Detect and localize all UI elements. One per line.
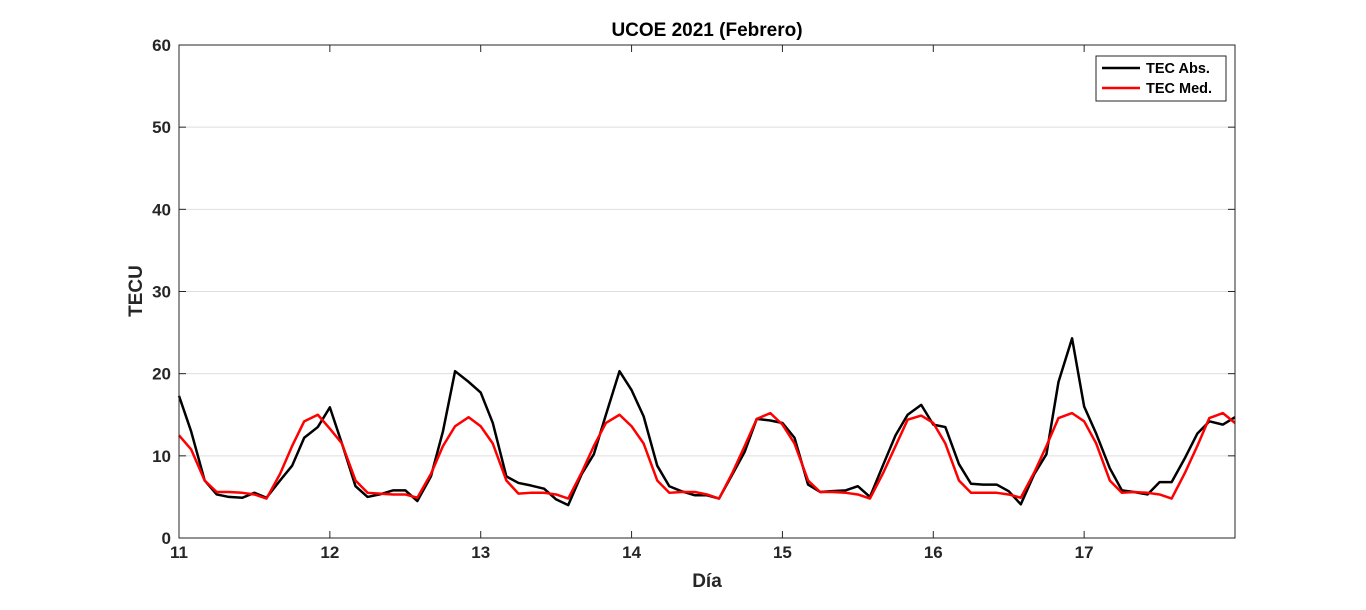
y-tick-label: 30 (152, 283, 171, 302)
x-tick-label: 12 (320, 543, 339, 562)
x-tick-label: 15 (773, 543, 792, 562)
grid-lines (179, 126, 1235, 457)
chart-title: UCOE 2021 (Febrero) (611, 20, 802, 41)
y-tick-label: 40 (152, 200, 171, 219)
y-tick-label: 50 (152, 118, 171, 137)
y-tick-label: 60 (152, 36, 171, 55)
legend-label-tec-med: TEC Med. (1146, 81, 1212, 97)
y-tick-label: 20 (152, 365, 171, 384)
y-tick-label: 10 (152, 447, 171, 466)
x-tick-label: 16 (924, 543, 943, 562)
y-tick-labels: 0 10 20 30 40 50 60 (152, 36, 171, 548)
x-axis-label: Día (692, 571, 722, 592)
legend-box (1095, 55, 1227, 102)
y-axis-label: TECU (126, 265, 147, 317)
tick-marks (178, 44, 1235, 539)
legend-label-tec-abs: TEC Abs. (1146, 61, 1210, 77)
series-line-tec-med (178, 411, 1236, 500)
x-tick-label: 11 (170, 543, 188, 562)
legend: TEC Abs. TEC Med. (1095, 55, 1227, 102)
x-tick-label: 14 (622, 543, 641, 562)
x-tick-label: 13 (471, 543, 490, 562)
x-tick-labels: 11 12 13 14 15 16 17 (170, 543, 1094, 562)
x-tick-label: 17 (1075, 543, 1094, 562)
y-tick-label: 0 (162, 529, 171, 548)
series-layer (177, 337, 1236, 507)
